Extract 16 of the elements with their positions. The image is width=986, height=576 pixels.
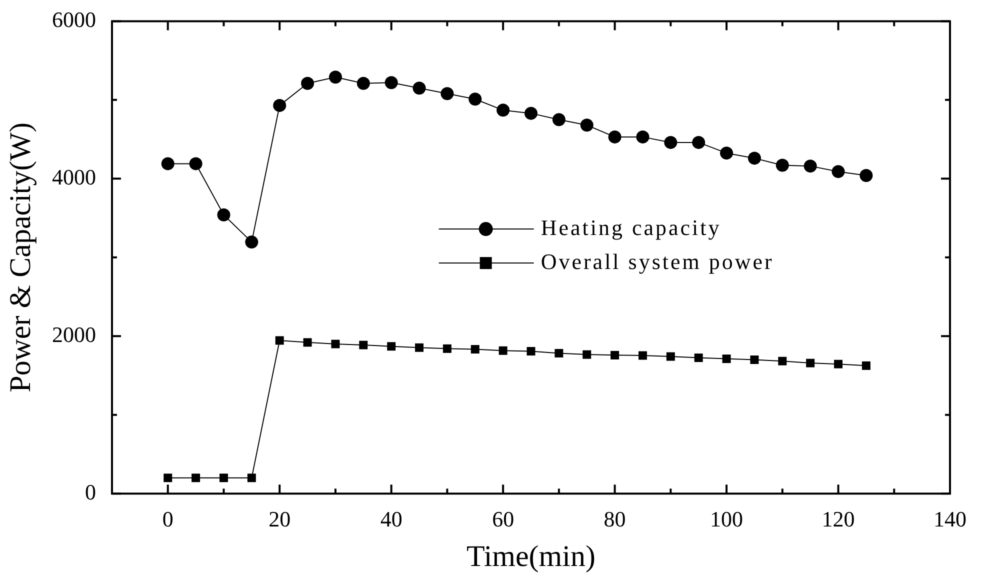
x-tick-label: 60	[492, 506, 514, 532]
y-tick-label: 2000	[52, 322, 96, 347]
x-tick-label: 0	[162, 506, 174, 532]
x-axis-title: Time(min)	[466, 540, 596, 573]
y-tick-label: 0	[85, 479, 96, 504]
x-tick-label: 40	[380, 506, 402, 532]
x-tick-label: 80	[604, 506, 626, 532]
legend-label: Overall system power	[540, 248, 774, 274]
y-axis-title: Power & Capacity(W)	[4, 122, 37, 392]
x-tick-label: 100	[710, 506, 744, 532]
y-tick-label: 4000	[52, 164, 96, 190]
y-tick-label: 6000	[52, 6, 96, 32]
legend-label: Heating capacity	[540, 214, 722, 240]
x-tick-label: 140	[934, 506, 966, 532]
x-tick-label: 120	[822, 506, 855, 532]
x-tick-label: 20	[268, 506, 291, 532]
